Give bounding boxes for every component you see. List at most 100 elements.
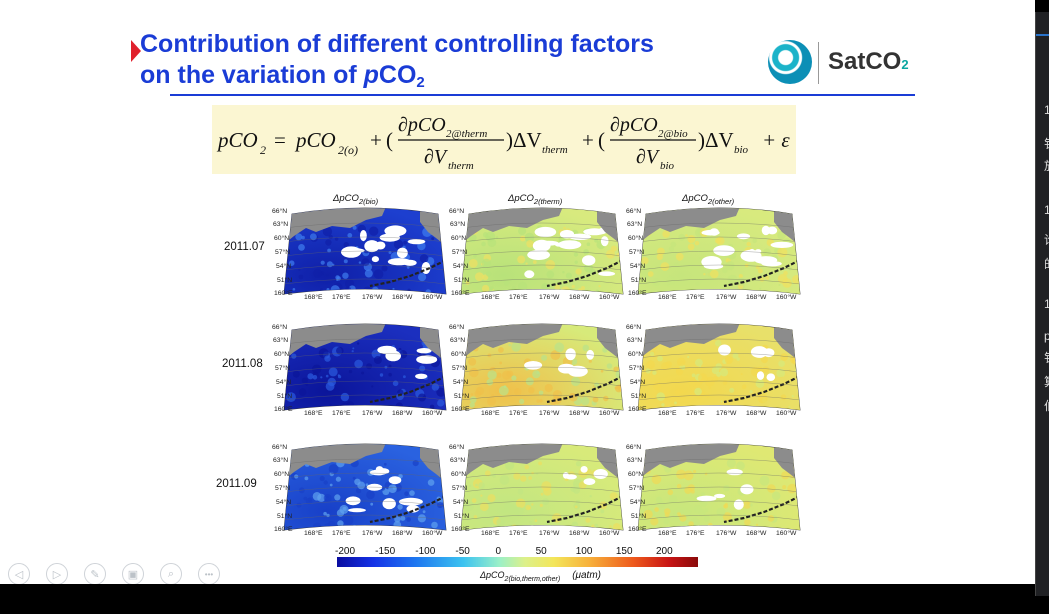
side-panel: 1钅放1论的1p钅算伯 <box>1035 12 1049 596</box>
map-image <box>637 443 801 531</box>
bottom-bar <box>0 596 1049 614</box>
row-label-2011-09: 2011.09 <box>216 478 257 490</box>
lat-label: 63°N <box>273 457 289 464</box>
eq-term0: pCO <box>294 128 336 152</box>
pen-icon[interactable]: ✎ <box>84 563 106 584</box>
next-icon[interactable]: ▷ <box>46 563 68 584</box>
lat-label: 63°N <box>627 337 643 344</box>
lat-label: 51°N <box>631 277 647 284</box>
lon-label: 168°W <box>746 410 767 417</box>
eq-den1-sub: therm <box>448 160 474 172</box>
lat-label: 66°N <box>272 324 288 331</box>
title-line2-prefix: on the variation of <box>140 61 364 89</box>
lat-label: 63°N <box>627 221 643 228</box>
eq-den2-sub: bio <box>660 160 675 172</box>
eq-open2: ( <box>598 128 605 152</box>
title-line2-var: p <box>363 61 379 89</box>
colorbar-tick-label: 150 <box>615 546 633 557</box>
lat-label: 57°N <box>452 485 468 492</box>
col-header-other-main: ΔpCO <box>682 193 708 204</box>
zoom-icon[interactable]: ⌕ <box>160 563 182 584</box>
eq-den2: ∂V <box>636 146 661 168</box>
side-panel-text: 论 <box>1044 232 1049 248</box>
lon-label: 176°W <box>362 294 383 301</box>
equation-box: pCO 2 = pCO 2(o) + ( ∂pCO 2@therm ∂V the… <box>212 105 796 174</box>
lon-label: 168°W <box>746 294 767 301</box>
col-header-therm-sub: 2(therm) <box>533 196 563 206</box>
title-underline <box>170 94 915 96</box>
lat-label: 60°N <box>628 351 644 358</box>
lat-label: 57°N <box>452 365 468 372</box>
eq-lhs-sub: 2 <box>260 143 266 157</box>
eq-num1: ∂pCO <box>398 114 446 136</box>
lat-label: 51°N <box>277 513 293 520</box>
lat-label: 60°N <box>274 351 290 358</box>
lat-label: 54°N <box>453 379 469 386</box>
row-label-2011-07: 2011.07 <box>224 241 265 253</box>
eq-den1: ∂V <box>424 146 449 168</box>
logo-separator <box>818 42 819 84</box>
col-header-other: ΔpCO2(other) <box>682 193 734 206</box>
lat-label: 66°N <box>626 324 642 331</box>
lon-label: 168°E <box>304 410 323 417</box>
lat-label: 54°N <box>630 379 646 386</box>
lat-label: 57°N <box>275 249 291 256</box>
lon-label: 176°E <box>686 530 705 537</box>
lat-label: 54°N <box>276 499 292 506</box>
side-panel-text: 伯 <box>1044 398 1049 414</box>
colorbar-label: ΔpCO2(bio,therm,other) (μatm) <box>480 570 601 583</box>
colorbar-label-sub: 2(bio,therm,other) <box>504 575 561 583</box>
colorbar-tick-label: 0 <box>495 546 502 557</box>
lon-label: 176°W <box>362 530 383 537</box>
lon-label: 160°W <box>422 530 443 537</box>
side-panel-text: 1 <box>1044 202 1049 218</box>
eq-plus1: + <box>370 128 382 152</box>
side-panel-accent <box>1036 34 1049 36</box>
lon-label: 176°E <box>332 294 351 301</box>
map-image <box>460 207 624 295</box>
lon-label: 168°E <box>658 530 677 537</box>
lon-label: 176°E <box>509 530 528 537</box>
more-icon[interactable]: ••• <box>198 563 220 584</box>
lat-label: 66°N <box>626 444 642 451</box>
lon-label: 160°E <box>628 290 647 297</box>
colorbar-unit: (μatm) <box>572 570 601 581</box>
slides-icon[interactable]: ▣ <box>122 563 144 584</box>
lon-label: 160°E <box>274 406 293 413</box>
prev-icon[interactable]: ◁ <box>8 563 30 584</box>
lat-label: 63°N <box>450 337 466 344</box>
eq-close2-sub: bio <box>734 144 749 156</box>
lat-label: 54°N <box>276 263 292 270</box>
eq-close2: )ΔV <box>698 128 734 152</box>
map-panel: 66°N 63°N 60°N 57°N 54°N 51°N 160°E 168°E 176°E 1… <box>624 438 814 543</box>
lon-label: 160°W <box>776 530 797 537</box>
lat-label: 51°N <box>277 393 293 400</box>
lon-label: 168°W <box>569 294 590 301</box>
lon-label: 160°W <box>422 410 443 417</box>
lon-label: 176°W <box>539 410 560 417</box>
lon-label: 160°W <box>776 294 797 301</box>
lon-label: 176°W <box>716 410 737 417</box>
colorbar-tick-label: -200 <box>335 546 356 557</box>
lon-label: 160°E <box>628 406 647 413</box>
colorbar-tick-label: -150 <box>375 546 396 557</box>
map-panel: 66°N 63°N 60°N 57°N 54°N 51°N 160°E 168°E 176°E 1… <box>447 438 637 543</box>
lon-label: 168°E <box>481 410 500 417</box>
lon-label: 168°E <box>481 530 500 537</box>
lat-label: 66°N <box>626 208 642 215</box>
slide-title-line2: on the variation of pCO2 <box>140 60 654 98</box>
lat-label: 54°N <box>630 263 646 270</box>
map-panel: 66°N 63°N 60°N 57°N 54°N 51°N 160°E 168°E 176°E 1… <box>270 438 460 543</box>
lon-label: 168°E <box>658 294 677 301</box>
side-panel-text: 放 <box>1044 158 1049 174</box>
lat-label: 66°N <box>449 324 465 331</box>
lon-label: 168°W <box>392 530 413 537</box>
lon-label: 168°W <box>569 530 590 537</box>
map-panel: 66°N 63°N 60°N 57°N 54°N 51°N 160°E 168°E 176°E 1… <box>624 318 814 423</box>
slide: Contribution of different controlling fa… <box>0 0 1035 584</box>
lon-label: 176°W <box>716 530 737 537</box>
side-panel-text: 钅 <box>1044 136 1049 152</box>
map-image <box>460 443 624 531</box>
lat-label: 54°N <box>630 499 646 506</box>
eq-equals: = <box>274 128 286 152</box>
